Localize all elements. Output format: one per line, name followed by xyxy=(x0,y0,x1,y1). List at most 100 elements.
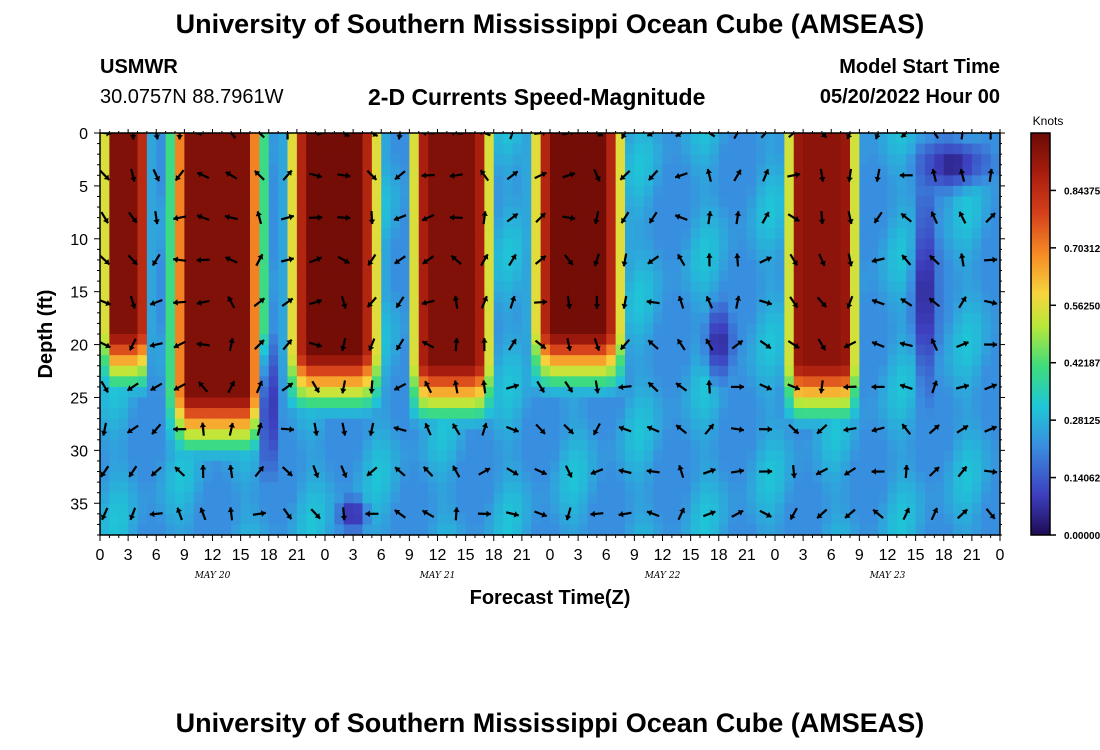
heatmap-cell xyxy=(512,217,523,229)
heatmap-cell xyxy=(671,450,682,462)
heatmap-cell xyxy=(803,397,814,409)
heatmap-cell xyxy=(568,238,579,250)
heatmap-cell xyxy=(493,397,504,409)
heatmap-cell xyxy=(559,503,570,515)
heatmap-cell xyxy=(803,376,814,388)
heatmap-cell xyxy=(953,291,964,303)
heatmap-cell xyxy=(634,503,645,515)
heatmap-cell xyxy=(690,154,701,166)
heatmap-cell xyxy=(840,207,851,219)
heatmap-cell xyxy=(765,418,776,430)
heatmap-cell xyxy=(737,154,748,166)
heatmap-cell xyxy=(203,334,214,346)
heatmap-cell xyxy=(296,460,307,473)
heatmap-cell xyxy=(315,376,326,388)
heatmap-cell xyxy=(409,217,420,229)
heatmap-cell xyxy=(381,460,392,473)
heatmap-cell xyxy=(287,133,298,145)
heatmap-cell xyxy=(268,196,279,208)
heatmap-cell xyxy=(503,238,514,250)
heatmap-cell xyxy=(306,460,317,473)
heatmap-cell xyxy=(409,228,420,240)
heatmap-cell xyxy=(409,312,420,325)
heatmap-cell xyxy=(681,323,692,335)
heatmap-cell xyxy=(756,217,767,229)
heatmap-cell xyxy=(812,408,823,420)
heatmap-cell xyxy=(606,217,617,229)
heatmap-cell xyxy=(625,450,635,462)
heatmap-cell xyxy=(850,228,860,240)
heatmap-cell xyxy=(615,460,626,473)
heatmap-cell xyxy=(887,196,898,208)
heatmap-cell xyxy=(493,439,504,451)
heatmap-cell xyxy=(737,281,748,293)
heatmap-cell xyxy=(456,302,467,314)
heatmap-cell xyxy=(540,323,551,335)
heatmap-cell xyxy=(578,386,589,399)
heatmap-cell xyxy=(559,482,570,494)
heatmap-cell xyxy=(493,429,504,441)
heatmap-cell xyxy=(634,355,645,367)
heatmap-cell xyxy=(625,238,635,250)
heatmap-cell xyxy=(962,334,973,346)
heatmap-cell xyxy=(934,259,945,272)
heatmap-cell xyxy=(418,524,429,535)
heatmap-cell xyxy=(334,471,345,483)
heatmap-cell xyxy=(981,355,992,367)
heatmap-cell xyxy=(371,291,382,303)
heatmap-cell xyxy=(128,471,139,483)
heatmap-cell xyxy=(278,143,289,155)
heatmap-cell xyxy=(840,408,851,420)
heatmap-cell xyxy=(868,291,879,303)
heatmap-cell xyxy=(306,291,317,303)
heatmap-cell xyxy=(681,460,692,473)
heatmap-cell xyxy=(221,302,232,314)
heatmap-cell xyxy=(615,397,626,409)
heatmap-cell xyxy=(109,365,120,377)
heatmap-cell xyxy=(409,365,420,377)
heatmap-cell xyxy=(634,418,645,430)
heatmap-cell xyxy=(840,281,851,293)
heatmap-cell xyxy=(596,418,607,430)
heatmap-cell xyxy=(306,513,317,526)
heatmap-cell xyxy=(437,164,448,176)
heatmap-cell xyxy=(203,323,214,335)
heatmap-cell xyxy=(512,418,523,430)
heatmap-cell xyxy=(868,439,879,451)
heatmap-cell xyxy=(896,175,907,187)
heatmap-cell xyxy=(128,164,139,176)
heatmap-cell xyxy=(240,249,251,261)
heatmap-cell xyxy=(559,386,570,399)
heatmap-cell xyxy=(803,207,814,219)
heatmap-cell xyxy=(653,175,664,187)
colorbar: Knots 0.843750.703120.562500.421870.2812… xyxy=(1030,114,1100,542)
heatmap-cell xyxy=(156,365,167,377)
heatmap-cell xyxy=(137,249,148,261)
heatmap-cell xyxy=(578,164,589,176)
heatmap-cell xyxy=(784,460,795,473)
heatmap-cell xyxy=(971,408,982,420)
heatmap-cell xyxy=(278,503,289,515)
current-arrow xyxy=(199,507,207,521)
current-arrow xyxy=(593,295,601,309)
heatmap-cell xyxy=(521,471,532,483)
heatmap-cell xyxy=(128,429,139,441)
heatmap-cell xyxy=(437,492,448,504)
heatmap-cell xyxy=(512,270,523,282)
heatmap-cell xyxy=(175,513,185,526)
heatmap-cell xyxy=(109,238,120,250)
heatmap-cell xyxy=(343,397,354,409)
current-arrow xyxy=(984,299,998,306)
current-arrow xyxy=(565,295,573,309)
heatmap-cell xyxy=(521,238,532,250)
heatmap-cell xyxy=(353,482,364,494)
heatmap-cell xyxy=(718,471,729,483)
heatmap-cell xyxy=(128,196,139,208)
heatmap-cell xyxy=(559,355,570,367)
heatmap-cell xyxy=(906,249,917,261)
heatmap-cell xyxy=(184,513,195,526)
heatmap-cell xyxy=(296,397,307,409)
heatmap-cell xyxy=(700,408,710,420)
heatmap-cell xyxy=(784,217,795,229)
heatmap-cell xyxy=(821,386,832,399)
